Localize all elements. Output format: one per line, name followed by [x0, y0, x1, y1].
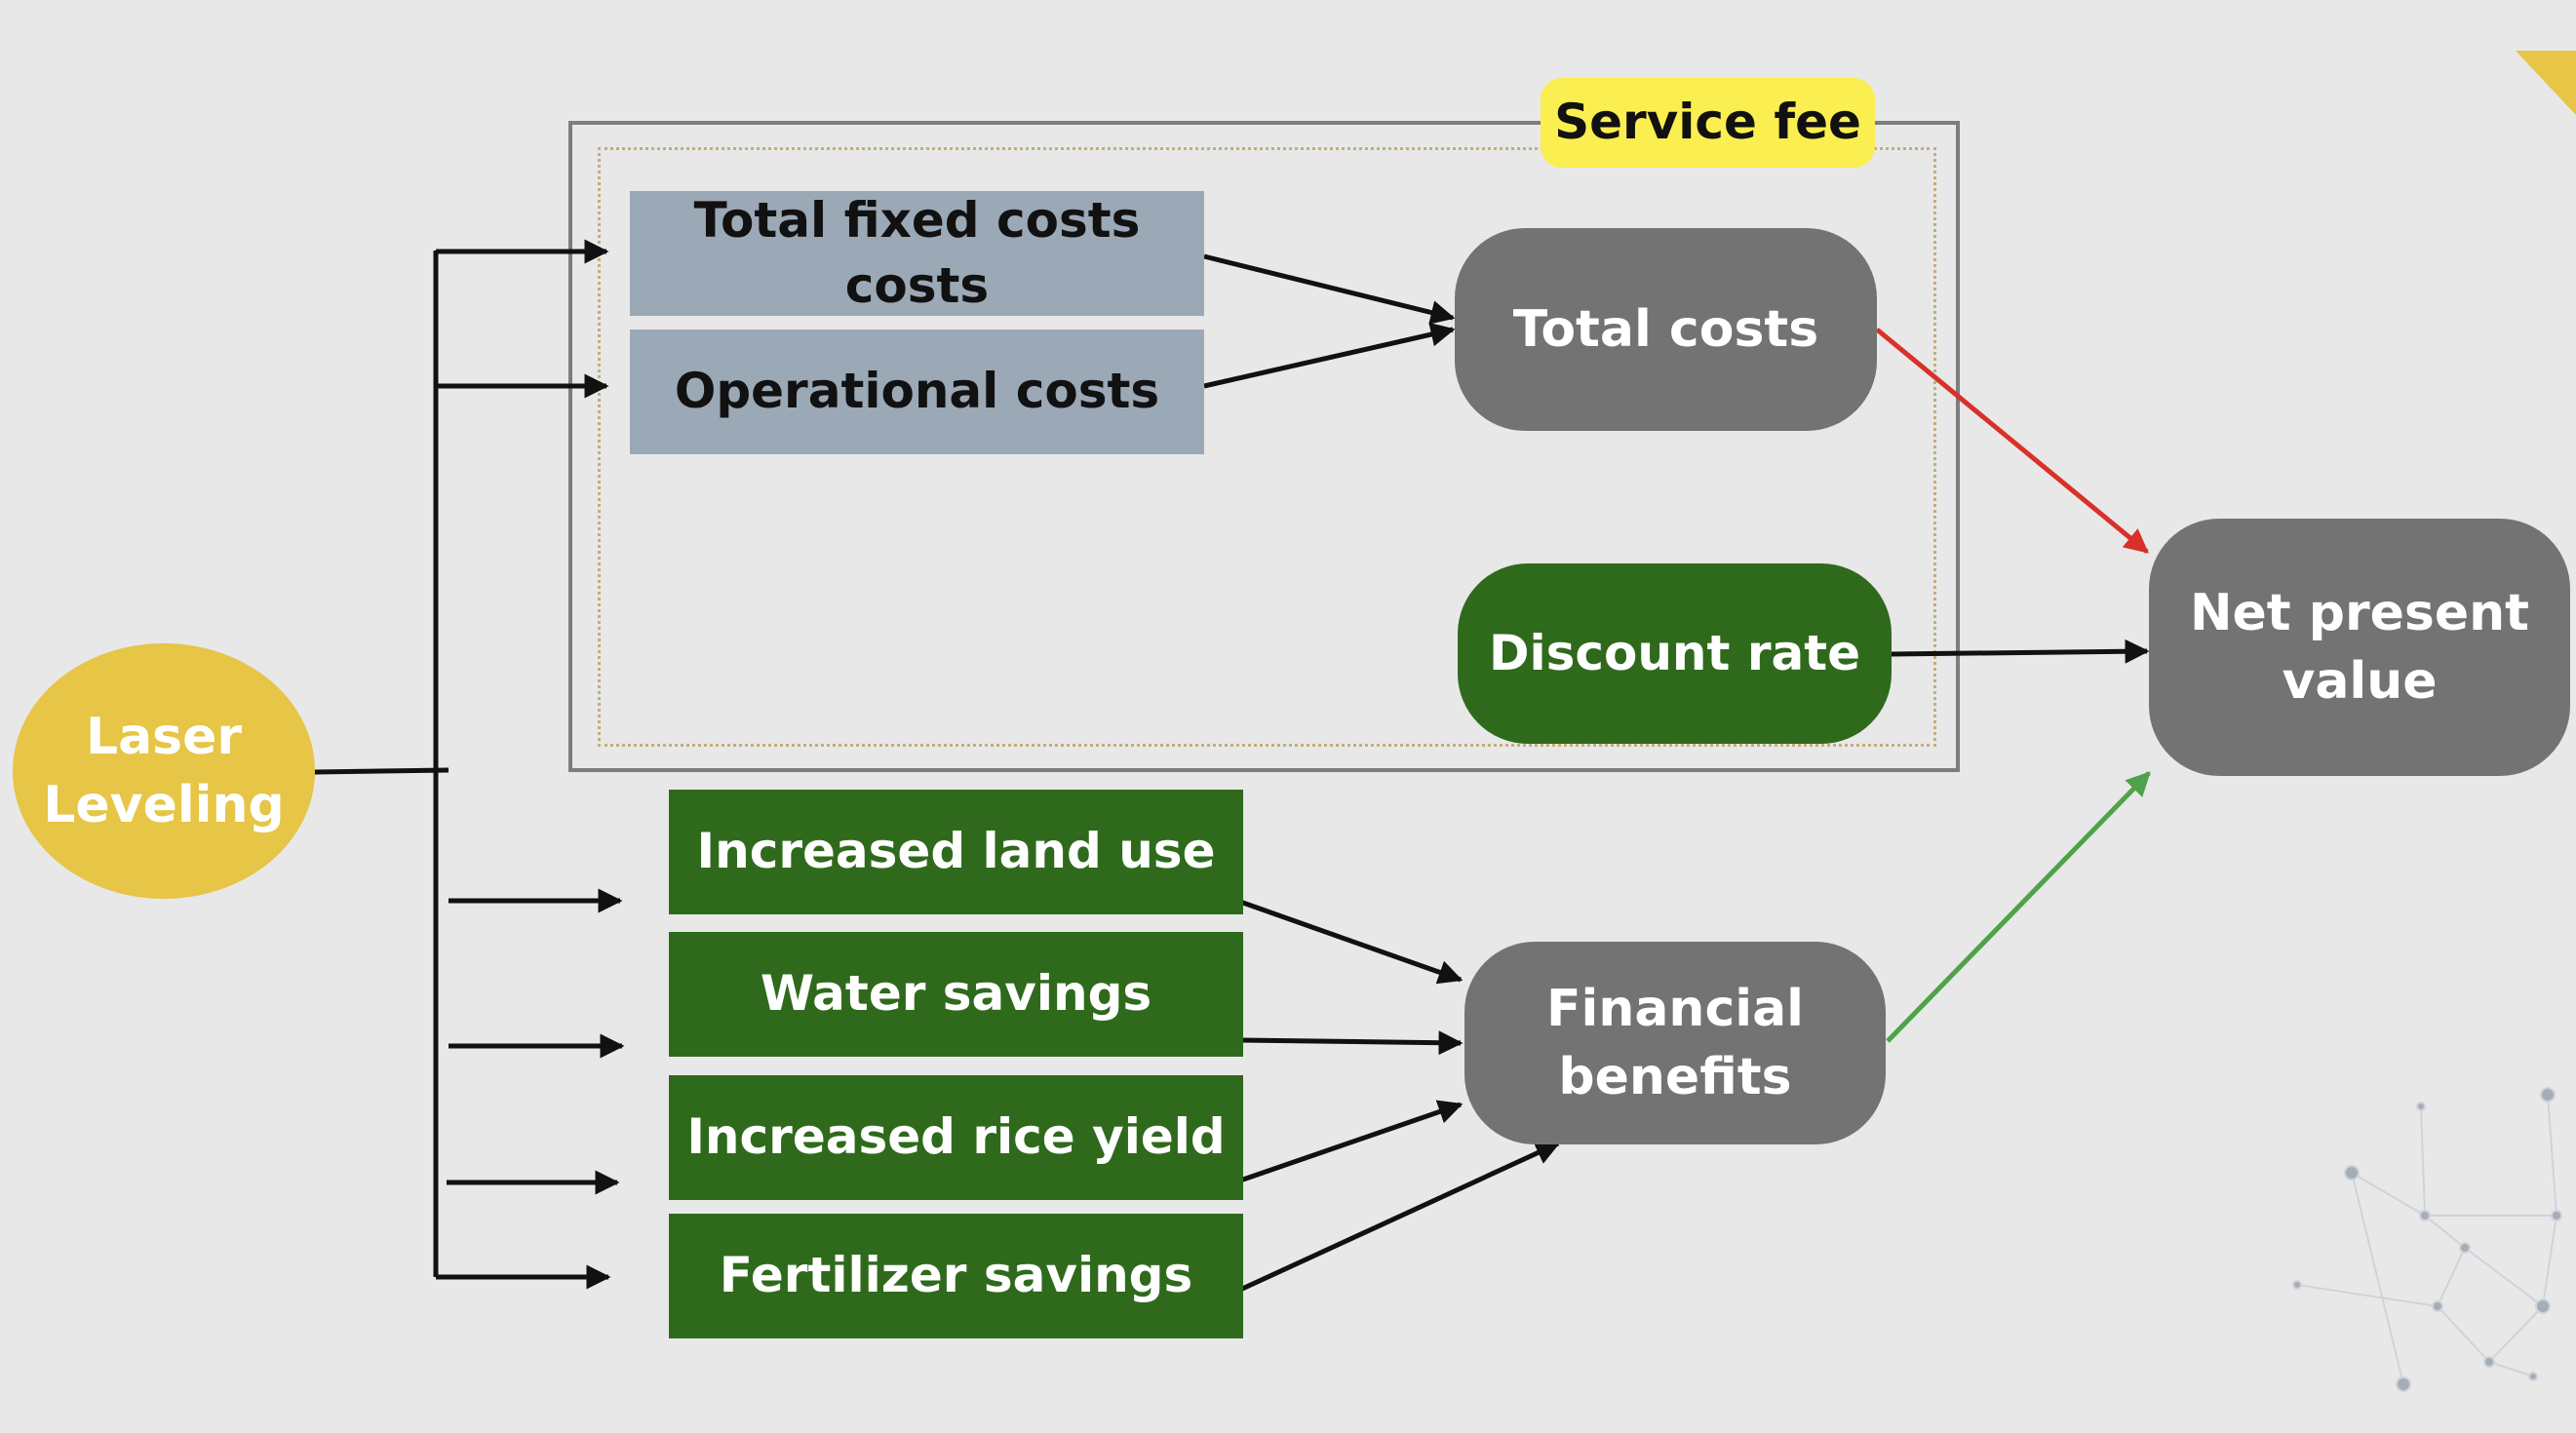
node-total-costs: Total costs — [1455, 228, 1877, 431]
node-increased-rice-yield: Increased rice yield — [669, 1075, 1243, 1200]
edge-rice-to-financial — [1239, 1100, 1464, 1183]
node-operational-costs: Operational costs — [630, 329, 1204, 454]
node-water-savings: Water savings — [669, 932, 1243, 1057]
node-net-present-value: Net present value — [2149, 519, 2570, 776]
decorative-network-graphic — [2292, 1087, 2562, 1392]
edge-land-use-to-financial — [1239, 899, 1464, 985]
edge-laser-trunk — [313, 767, 449, 775]
edge-fixed-to-total-costs — [1203, 253, 1456, 325]
edge-discount-to-npv — [1891, 639, 2150, 664]
service-fee-group-frame — [568, 121, 1960, 772]
node-fertilizer-savings: Fertilizer savings — [669, 1214, 1243, 1338]
edge-total-costs-to-npv — [1875, 328, 2149, 554]
node-total-fixed-costs: Total fixed costs costs — [630, 191, 1204, 316]
edge-operational-to-total-costs — [1203, 322, 1456, 389]
service-fee-group-inner-frame — [598, 147, 1936, 747]
service-fee-label: Service fee — [1541, 78, 1875, 168]
edge-water-to-financial — [1239, 1030, 1464, 1056]
node-discount-rate: Discount rate — [1458, 563, 1892, 744]
node-financial-benefits: Financial benefits — [1464, 942, 1886, 1144]
node-laser-leveling: Laser Leveling — [13, 643, 315, 899]
edge-financial-to-npv — [1886, 771, 2151, 1043]
decorative-corner-triangle — [2516, 51, 2576, 115]
edge-fertilizer-to-financial — [1238, 1141, 1561, 1293]
node-increased-land-use: Increased land use — [669, 790, 1243, 914]
